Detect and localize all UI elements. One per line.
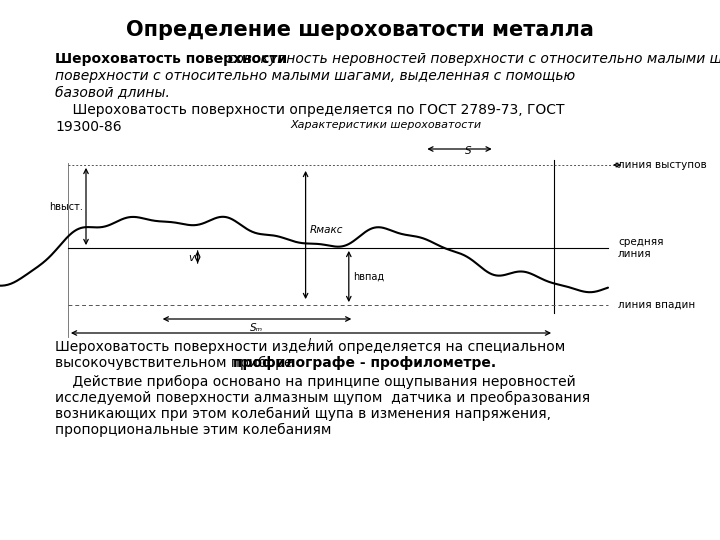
Text: – совокупность неровностей поверхности с относительно малыми шагами, выделенная : – совокупность неровностей поверхности с… — [212, 52, 720, 66]
Text: поверхности с относительно малыми шагами, выделенная с помощью: поверхности с относительно малыми шагами… — [55, 69, 575, 83]
Text: Действие прибора основано на принципе ощупывания неровностей: Действие прибора основано на принципе ощ… — [55, 375, 576, 389]
Text: пропорциональные этим колебаниям: пропорциональные этим колебаниям — [55, 423, 331, 437]
Text: Sₘ: Sₘ — [251, 323, 264, 333]
Text: Rмакс: Rмакс — [310, 225, 343, 235]
Text: линия впадин: линия впадин — [618, 300, 696, 310]
Text: возникающих при этом колебаний щупа в изменения напряжения,: возникающих при этом колебаний щупа в из… — [55, 407, 551, 421]
Text: Определение шероховатости металла: Определение шероховатости металла — [126, 20, 594, 40]
Text: Шероховатость поверхности изделий определяется на специальном: Шероховатость поверхности изделий опреде… — [55, 340, 565, 354]
Text: исследуемой поверхности алмазным щупом  датчика и преобразования: исследуемой поверхности алмазным щупом д… — [55, 391, 590, 405]
Text: профилографе - профилометре.: профилографе - профилометре. — [233, 356, 496, 370]
Text: Шероховатость поверхности: Шероховатость поверхности — [55, 52, 287, 66]
Text: S: S — [464, 146, 471, 156]
Text: базовой длины.: базовой длины. — [55, 86, 170, 100]
Text: hвыст.: hвыст. — [49, 201, 83, 212]
Text: hвпад: hвпад — [353, 272, 384, 281]
Text: средняя
линия: средняя линия — [618, 237, 664, 259]
Text: Характеристики шероховатости: Характеристики шероховатости — [290, 120, 481, 130]
Text: высокочувствительном приборе: высокочувствительном приборе — [55, 356, 297, 370]
Text: 19300-86: 19300-86 — [55, 120, 122, 134]
Text: l.: l. — [307, 338, 315, 348]
Text: Шероховатость поверхности определяется по ГОСТ 2789-73, ГОСТ: Шероховатость поверхности определяется п… — [55, 103, 564, 117]
Text: v: v — [189, 253, 194, 263]
Text: линия выступов: линия выступов — [618, 160, 707, 170]
